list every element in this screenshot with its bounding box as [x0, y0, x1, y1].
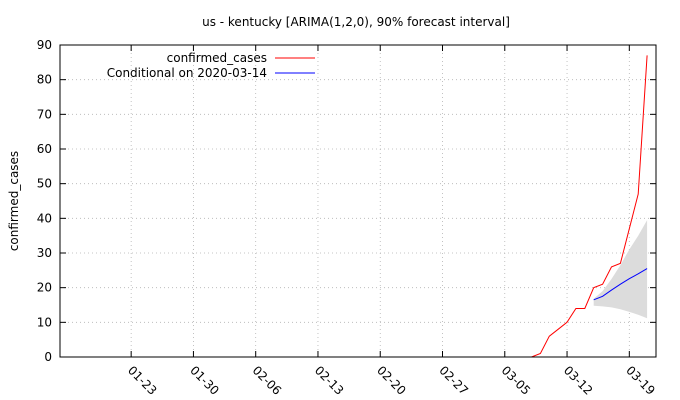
legend-label: Conditional on 2020-03-14 [107, 66, 267, 80]
x-tick-label: 03-12 [561, 363, 596, 398]
x-tick-label: 02-13 [312, 363, 347, 398]
y-tick-label: 80 [37, 73, 52, 87]
y-tick-label: 70 [37, 107, 52, 121]
x-tick-label: 03-19 [623, 363, 658, 398]
y-tick-label: 0 [44, 350, 52, 364]
y-tick-label: 50 [37, 177, 52, 191]
y-tick-label: 30 [37, 246, 52, 260]
x-tick-label: 01-30 [187, 363, 222, 398]
y-tick-label: 40 [37, 211, 52, 225]
y-tick-label: 10 [37, 315, 52, 329]
chart-title: us - kentucky [ARIMA(1,2,0), 90% forecas… [202, 15, 510, 29]
y-tick-label: 20 [37, 281, 52, 295]
y-tick-label: 90 [37, 38, 52, 52]
y-axis-ticks: 0 10 20 30 40 50 60 70 80 90 [37, 38, 656, 364]
series-lines [60, 55, 648, 358]
x-tick-label: 01-23 [125, 363, 160, 398]
x-tick-label: 02-27 [436, 363, 471, 398]
y-axis-label: confirmed_cases [7, 151, 21, 251]
legend-label: confirmed_cases [167, 51, 267, 65]
y-tick-label: 60 [37, 142, 52, 156]
forecast-interval-band [593, 220, 648, 319]
forecast-interval-area [593, 220, 648, 319]
x-axis-ticks: 01-23 01-30 02-06 02-13 02-20 02-27 03-05 03-12… [125, 45, 658, 398]
grid-lines [60, 45, 656, 357]
series-line-conditional-forecast [593, 268, 648, 301]
x-tick-label: 02-06 [250, 363, 285, 398]
series-line-confirmed-cases [60, 55, 648, 358]
x-tick-label: 03-05 [499, 363, 534, 398]
plot-frame [59, 44, 657, 358]
x-tick-label: 02-20 [374, 363, 409, 398]
